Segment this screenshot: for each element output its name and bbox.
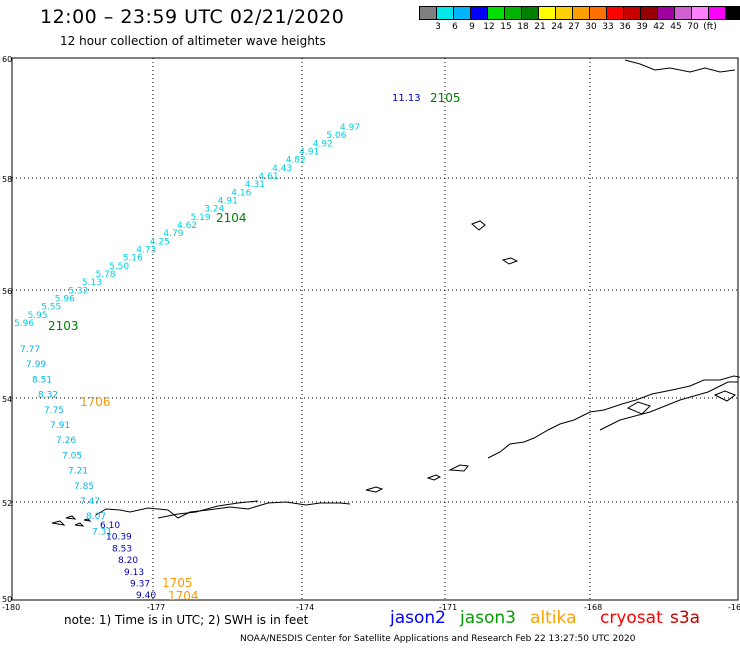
wave-height-label: 7.05: [62, 451, 82, 461]
lon-label: -168: [584, 603, 602, 612]
wave-height-label: 5.96: [55, 295, 75, 305]
color-scale-tick: 3: [435, 22, 441, 32]
wave-height-label: 7.26: [56, 436, 76, 446]
satellite-jason2: jason2: [390, 608, 446, 628]
graticule: [12, 58, 738, 600]
pass-label: 1704: [168, 589, 199, 603]
lat-label: 56: [2, 287, 12, 296]
color-scale-tick: 42: [653, 22, 665, 32]
wave-height-label: 7.47: [80, 497, 100, 507]
wave-height-label: 7.31: [92, 527, 112, 537]
color-scale-tick: 12: [483, 22, 495, 32]
wave-height-label: 4.79: [163, 229, 183, 239]
wave-height-label: 7.77: [20, 345, 40, 355]
map-frame: [11, 57, 739, 601]
wave-height-label: 4.25: [150, 237, 170, 247]
wave-height-label: 5.55: [41, 303, 61, 313]
wave-height-label: 7.75: [44, 406, 64, 416]
color-scale-tick: 39: [636, 22, 648, 32]
color-scale-tick: 6: [452, 22, 458, 32]
wave-height-label: 4.91: [218, 197, 238, 207]
lat-label: 60: [2, 55, 12, 64]
wave-height-label: 5.50: [109, 262, 129, 272]
satellite-cryosat: cryosat: [600, 608, 663, 628]
wave-height-label: 7.91: [50, 421, 70, 431]
lon-label: -174: [296, 603, 314, 612]
wave-height-label: 9.13: [124, 568, 144, 578]
wave-height-label: 4.61: [259, 172, 279, 182]
wave-height-label: 4.62: [177, 221, 197, 231]
pass-label: 1705: [162, 576, 193, 590]
wave-height-label: 4.16: [231, 188, 251, 198]
credit-line: NOAA/NESDIS Center for Satellite Applica…: [240, 634, 636, 644]
wave-height-label: 4.92: [313, 139, 333, 149]
wave-height-label: 7.85: [74, 482, 94, 492]
lat-label: 52: [2, 499, 12, 508]
pass-label: 2103: [48, 319, 79, 333]
wave-height-label: 4.31: [245, 180, 265, 190]
color-scale-tick: 36: [619, 22, 631, 32]
wave-height-label: 8.20: [118, 556, 138, 566]
wave-height-label: 5.96: [14, 319, 34, 329]
color-scale-tick: 27: [568, 22, 580, 32]
pass-label: 1706: [80, 395, 111, 409]
wave-height-label: 9.40: [136, 591, 156, 601]
map-note: note: 1) Time is in UTC; 2) SWH is in fe…: [64, 613, 309, 627]
wave-height-label: 5.32: [68, 286, 88, 296]
lon-label: -180: [2, 603, 20, 612]
wave-height-label: 5.13: [82, 278, 102, 288]
color-scale-tick: 9: [469, 22, 475, 32]
color-scale-tick: 45: [670, 22, 682, 32]
wave-height-label: 4.91: [299, 148, 319, 158]
wave-height-label: 7.21: [68, 467, 88, 477]
satellite-altika: altika: [530, 608, 577, 628]
color-scale-bar: [419, 6, 740, 20]
wave-height-label: 7.99: [26, 360, 46, 370]
wave-height-label: 8.53: [112, 544, 132, 554]
wave-height-label: 9.37: [130, 580, 150, 590]
wave-height-label: 4.82: [286, 156, 306, 166]
color-scale-tick: 15: [500, 22, 512, 32]
coastline: [51, 59, 740, 527]
wave-height-label: 3.24: [204, 205, 224, 215]
color-scale-tick: 21: [534, 22, 546, 32]
color-scale-tick: 18: [517, 22, 529, 32]
wave-height-label: 8.07: [86, 512, 106, 522]
wave-height-label: 5.19: [191, 213, 211, 223]
map-subtitle: 12 hour collection of altimeter wave hei…: [60, 34, 326, 48]
lon-label: -171: [439, 603, 457, 612]
wave-height-label: 5.78: [96, 270, 116, 280]
wave-height-label: 5.16: [123, 254, 143, 264]
wave-height-label: 6.10: [100, 521, 120, 531]
wave-height-label: 8.32: [38, 391, 58, 401]
color-scale-tick: 24: [551, 22, 563, 32]
lon-label: -177: [147, 603, 165, 612]
pass-label: 2104: [216, 211, 247, 225]
lat-label: 58: [2, 175, 12, 184]
lat-label: 54: [2, 395, 12, 404]
wave-height-label: 5.95: [28, 311, 48, 321]
color-scale-tick: 33: [602, 22, 614, 32]
color-scale-tick: (ft): [703, 22, 717, 32]
satellite-s3a: s3a: [670, 608, 701, 628]
satellite-jason3: jason3: [460, 608, 516, 628]
wave-height-label: 11.13: [392, 93, 421, 104]
color-scale-cell: [725, 6, 740, 20]
color-scale-tick: 70: [687, 22, 699, 32]
wave-height-label: 8.51: [32, 375, 52, 385]
wave-height-label: 4.73: [136, 246, 156, 256]
lon-label: -16: [728, 603, 740, 612]
wave-height-label: 4.97: [340, 123, 360, 133]
wave-height-label: 5.06: [326, 131, 346, 141]
map-title: 12:00 – 23:59 UTC 02/21/2020: [40, 6, 345, 28]
pass-label: 2105: [430, 91, 461, 105]
wave-height-label: 10.39: [106, 533, 132, 543]
lat-label: 50: [2, 595, 12, 604]
wave-height-label: 4.43: [272, 164, 292, 174]
color-scale-tick: 30: [585, 22, 597, 32]
